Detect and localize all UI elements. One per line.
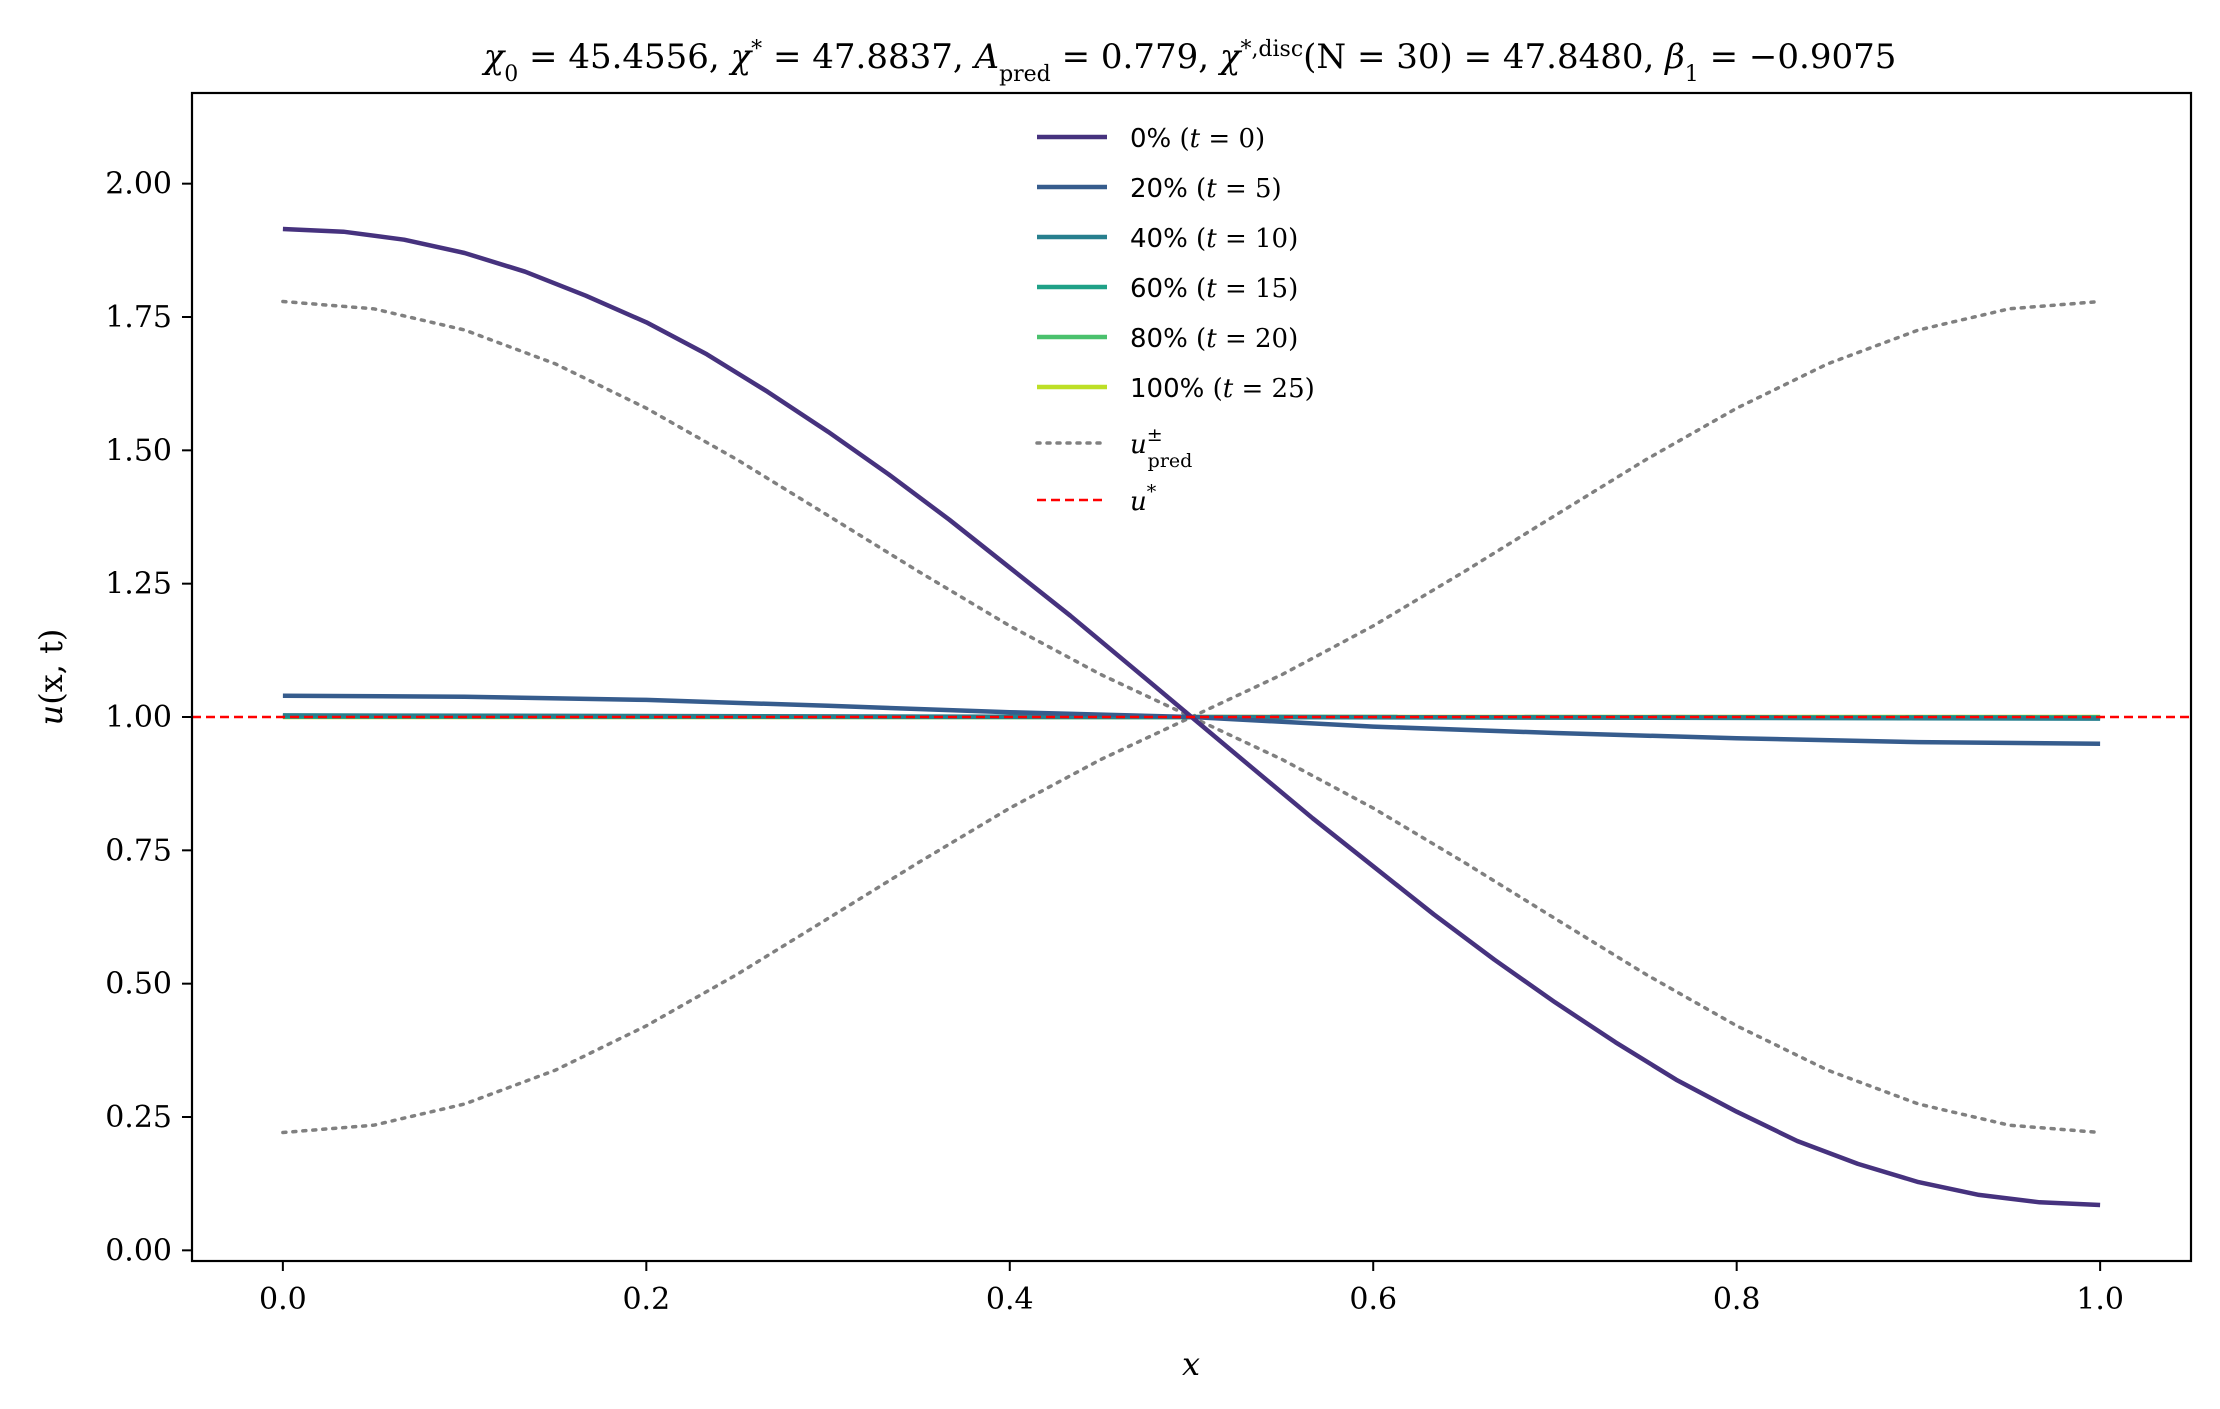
y-tick-label: 2.00 [105, 167, 172, 202]
y-tick-label: 1.75 [105, 300, 172, 335]
y-axis-ticks: 0.00 0.25 0.50 0.75 1.00 1.25 1.50 1.75 2.00 [105, 167, 192, 1268]
x-tick-label: 0.4 [986, 1282, 1034, 1317]
x-tick-label: 0.6 [1349, 1282, 1397, 1317]
y-tick-label: 1.25 [105, 567, 172, 602]
legend: 0% (t = 0) 20% (t = 5) 40% (t = 10) 60% … [1035, 124, 1315, 517]
x-tick-label: 0.0 [259, 1282, 307, 1317]
x-axis-label: x [1182, 1345, 1200, 1383]
legend-label-3: 60% (t = 15) [1130, 274, 1298, 304]
y-tick-label: 0.75 [105, 833, 172, 868]
legend-label-0: 0% (t = 0) [1130, 124, 1265, 154]
y-tick-label: 1.50 [105, 433, 172, 468]
chart-title: χ0 = 45.4556, χ* = 47.8837, Apred = 0.77… [482, 37, 1897, 87]
x-axis-ticks: 0.0 0.2 0.4 0.6 0.8 1.0 [259, 1261, 2124, 1317]
x-tick-label: 0.2 [622, 1282, 670, 1317]
legend-label-2: 40% (t = 10) [1130, 224, 1298, 254]
legend-label-5: 100% (t = 25) [1130, 374, 1315, 404]
x-tick-label: 1.0 [2076, 1282, 2124, 1317]
x-tick-label: 0.8 [1713, 1282, 1761, 1317]
series-layer [192, 226, 2191, 1208]
y-tick-label: 1.00 [105, 700, 172, 735]
y-tick-label: 0.00 [105, 1233, 172, 1268]
y-tick-label: 0.50 [105, 967, 172, 1002]
plot-frame [190, 91, 2193, 1263]
y-axis-label: u(x, t) [32, 629, 70, 726]
y-tick-label: 0.25 [105, 1100, 172, 1135]
legend-label-pred: u± pred [1130, 424, 1192, 472]
legend-label-1: 20% (t = 5) [1130, 174, 1282, 204]
legend-label-star: u* [1130, 481, 1157, 517]
legend-label-4: 80% (t = 20) [1130, 324, 1298, 354]
